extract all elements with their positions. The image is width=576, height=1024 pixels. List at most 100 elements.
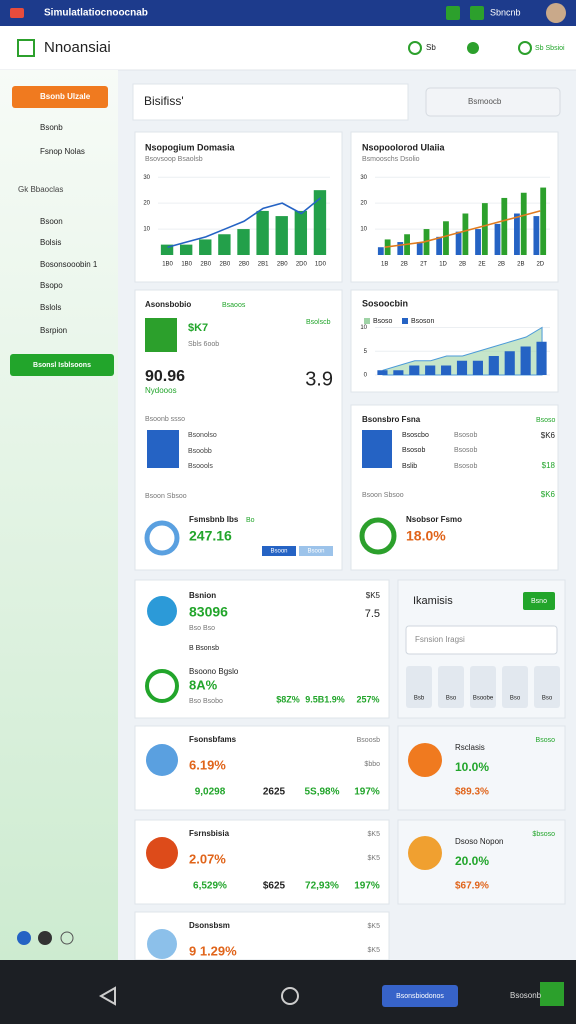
label: $bbo bbox=[364, 761, 380, 768]
label: Bsnion bbox=[189, 591, 216, 600]
label: $K7 bbox=[188, 322, 208, 334]
avatar[interactable] bbox=[546, 3, 566, 23]
label: Bsosob bbox=[402, 447, 425, 454]
gauge bbox=[144, 520, 180, 556]
tile[interactable] bbox=[534, 666, 560, 708]
label: 6,529% bbox=[193, 881, 227, 892]
panel-button[interactable] bbox=[523, 592, 555, 610]
x-tick-label: 1B bbox=[381, 262, 388, 268]
label: B Bsonsb bbox=[189, 645, 219, 652]
chart-card bbox=[134, 131, 343, 283]
label: Bsoso bbox=[536, 417, 556, 424]
bar bbox=[501, 197, 508, 255]
primary-button[interactable] bbox=[12, 86, 108, 108]
top-icon[interactable] bbox=[446, 6, 460, 20]
toolbar bbox=[132, 83, 409, 121]
label: 5S,98% bbox=[304, 787, 339, 798]
tile[interactable] bbox=[438, 666, 464, 708]
nav-item: Bsoon bbox=[40, 217, 63, 226]
header-icon[interactable] bbox=[467, 42, 479, 54]
label: Bsoon bbox=[270, 549, 287, 555]
label: Bsmoocb bbox=[468, 97, 502, 106]
label: $K5 bbox=[368, 855, 381, 862]
label: Fsonsbfams bbox=[189, 735, 237, 744]
header-icon[interactable] bbox=[408, 41, 422, 55]
label: $89.3% bbox=[455, 787, 489, 798]
input[interactable] bbox=[405, 625, 558, 655]
home-button[interactable] bbox=[281, 987, 299, 1005]
label: 3.9 bbox=[305, 368, 333, 390]
nav-item: Bsrpion bbox=[40, 326, 67, 335]
x-tick-label: 1B0 bbox=[162, 262, 173, 268]
legend-swatch bbox=[364, 318, 370, 324]
x-tick-label: 2B0 bbox=[239, 262, 250, 268]
label: Bsno bbox=[531, 598, 547, 605]
page-title: Bisifiss' bbox=[144, 94, 184, 108]
label: Bsoon Sbsoo bbox=[145, 493, 187, 500]
label: $K5 bbox=[368, 923, 381, 930]
back-button[interactable] bbox=[98, 986, 116, 1006]
label: Bsonolso bbox=[188, 432, 217, 439]
chart-title: Nsopogium Domasia bbox=[145, 142, 236, 152]
x-tick-label: 2E bbox=[478, 262, 485, 268]
bar bbox=[436, 236, 443, 255]
label: 9.5B1.9% bbox=[305, 694, 345, 704]
button[interactable] bbox=[262, 546, 296, 556]
bar bbox=[462, 213, 469, 255]
nav-link: Bsonb bbox=[40, 123, 63, 132]
x-tick-label: 1B0 bbox=[181, 262, 192, 268]
x-tick-label: 2B0 bbox=[277, 262, 288, 268]
card-icon bbox=[147, 430, 179, 468]
icon bbox=[146, 744, 178, 776]
sidebar-icon[interactable] bbox=[60, 931, 74, 945]
label: Bso Bso bbox=[189, 625, 215, 632]
tile[interactable] bbox=[470, 666, 496, 708]
x-tick-label: 1D bbox=[439, 262, 447, 268]
label: 2625 bbox=[263, 787, 286, 798]
icon bbox=[147, 929, 177, 959]
y-tick-label: 30 bbox=[143, 175, 150, 181]
tile[interactable] bbox=[406, 666, 432, 708]
label: 18.0% bbox=[406, 528, 446, 544]
header-icon[interactable] bbox=[518, 41, 532, 55]
label: 10.0% bbox=[455, 760, 489, 774]
label: Sb Sbsioi bbox=[535, 45, 565, 52]
logo[interactable] bbox=[17, 39, 35, 57]
nav-item: Bslols bbox=[40, 303, 61, 312]
x-tick-label: 2D bbox=[536, 262, 544, 268]
bottom-icon[interactable] bbox=[540, 982, 564, 1006]
bar bbox=[199, 239, 212, 255]
header bbox=[0, 26, 576, 70]
list-card bbox=[134, 819, 390, 905]
legend-label: Bsoson bbox=[411, 318, 434, 325]
bar bbox=[294, 210, 308, 255]
sidebar-icon[interactable] bbox=[38, 931, 52, 945]
label: Fsrnsbisia bbox=[189, 829, 230, 838]
search-box[interactable] bbox=[425, 87, 561, 117]
summary-card bbox=[134, 579, 390, 719]
label: $K6 bbox=[541, 431, 556, 440]
icon bbox=[408, 743, 442, 777]
y-tick-label: 0 bbox=[364, 373, 368, 379]
label: Rsclasis bbox=[455, 743, 485, 752]
label: $K5 bbox=[366, 591, 381, 600]
line bbox=[384, 210, 541, 249]
label: Bsosob bbox=[454, 432, 477, 439]
bar bbox=[160, 244, 174, 255]
cta-button[interactable] bbox=[10, 354, 114, 376]
top-icon[interactable] bbox=[470, 6, 484, 20]
tile[interactable] bbox=[502, 666, 528, 708]
bar bbox=[441, 365, 452, 375]
sidebar-icon[interactable] bbox=[17, 931, 31, 945]
bar bbox=[540, 187, 547, 255]
label: 197% bbox=[354, 787, 380, 798]
x-tick-label: 2T bbox=[420, 262, 427, 268]
bottom-button[interactable] bbox=[382, 985, 458, 1007]
label: Ikamisis bbox=[413, 595, 453, 607]
bar bbox=[218, 234, 231, 255]
label: 90.96 bbox=[145, 368, 185, 385]
x-tick-label: 2B0 bbox=[220, 262, 231, 268]
button[interactable] bbox=[299, 546, 333, 556]
